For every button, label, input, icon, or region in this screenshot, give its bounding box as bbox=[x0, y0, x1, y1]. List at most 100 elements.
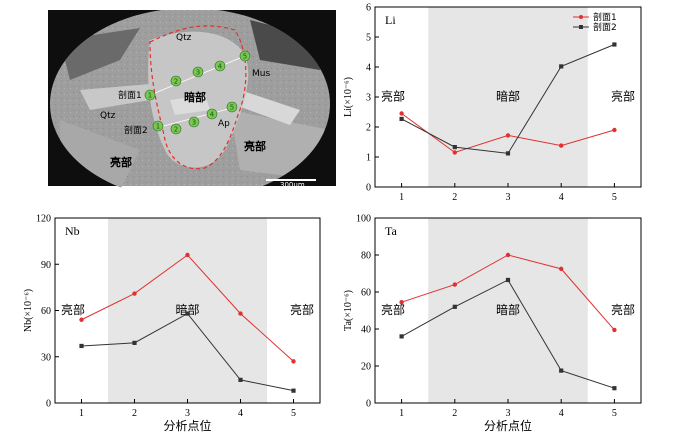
nb-series-2-point bbox=[291, 388, 296, 393]
nb-x-axis-label: 分析点位 bbox=[163, 418, 211, 432]
ta-chart: 0 20 40 60 80 100 1 2 3 4 5 Ta Ta(×10⁻⁶) 分析点位 亮部 暗部 亮部 bbox=[343, 214, 642, 432]
profile-1-point-label: 2 bbox=[174, 78, 178, 86]
nb-series-1-point bbox=[185, 252, 190, 258]
qtz-top-label: Qtz bbox=[176, 33, 192, 43]
bright-zone-right-label: 亮部 bbox=[244, 139, 266, 153]
ta-zone-label: 亮部 bbox=[611, 302, 635, 317]
li-series-1-point bbox=[505, 133, 511, 138]
nb-zone-label: 亮部 bbox=[290, 302, 314, 317]
ta-y-tick-label: 40 bbox=[361, 325, 371, 336]
profile-1-point-label: 5 bbox=[243, 53, 247, 61]
ta-series-1-point bbox=[452, 282, 457, 287]
nb-series-1-point bbox=[291, 359, 296, 364]
ta-x-tick-label: 5 bbox=[612, 408, 617, 419]
ta-x-tick-label: 2 bbox=[452, 408, 457, 419]
nb-x-tick-label: 2 bbox=[132, 408, 137, 419]
li-series-2-point bbox=[612, 42, 617, 47]
bright-zone-left-label: 亮部 bbox=[110, 155, 132, 169]
legend-label: 剖面1 bbox=[593, 11, 617, 23]
profile-2-point-label: 3 bbox=[192, 119, 196, 127]
profile-1-points: 1 2 3 4 5 bbox=[144, 50, 251, 101]
nb-y-axis-label: Nb(×10⁻⁶) bbox=[23, 289, 34, 332]
ta-series-1-point bbox=[399, 299, 404, 305]
li-panel-title: Li bbox=[385, 13, 396, 27]
nb-series-1-point bbox=[132, 291, 137, 296]
profile-1-point-label: 3 bbox=[196, 69, 200, 77]
li-x-tick-label: 3 bbox=[506, 192, 511, 203]
profile-2-point-3 bbox=[188, 116, 200, 128]
profile-2-point-1 bbox=[152, 120, 164, 132]
nb-y-tick-label: 120 bbox=[36, 214, 51, 225]
ta-y-tick-label: 0 bbox=[366, 399, 371, 410]
ap-label: Ap bbox=[218, 119, 230, 129]
nb-x-tick-label: 1 bbox=[79, 408, 84, 419]
profile-1-label: 剖面1 bbox=[118, 89, 142, 101]
profile-2-point-5 bbox=[226, 101, 238, 113]
nb-series-2-point bbox=[79, 343, 84, 349]
li-y-tick-label: 0 bbox=[366, 183, 371, 194]
nb-series-1-point bbox=[238, 311, 243, 316]
nb-y-tick-label: 30 bbox=[41, 352, 51, 363]
li-series-2-point bbox=[559, 64, 564, 69]
profile-2-point-label: 4 bbox=[210, 111, 215, 119]
nb-panel-title: Nb bbox=[65, 224, 80, 238]
profile-1-point-2 bbox=[170, 75, 182, 87]
legend-label: 剖面2 bbox=[593, 21, 617, 33]
li-zone-label: 亮部 bbox=[381, 89, 405, 104]
profile-2-point-label: 2 bbox=[174, 126, 178, 134]
li-y-tick-label: 3 bbox=[366, 93, 371, 104]
nb-series-2-point bbox=[185, 311, 190, 316]
ta-series-2-point bbox=[559, 368, 564, 373]
profile-1-point-5 bbox=[239, 50, 251, 62]
nb-zone-label: 暗部 bbox=[175, 302, 199, 317]
li-x-tick-label: 2 bbox=[452, 192, 457, 203]
profile-2-point-2 bbox=[170, 123, 182, 135]
ta-series-2-point bbox=[612, 386, 617, 391]
li-series-1-point bbox=[612, 127, 617, 133]
profile-1-point-3 bbox=[192, 66, 204, 78]
scale-bar bbox=[266, 179, 316, 181]
ta-y-axis-label: Ta(×10⁻⁶) bbox=[343, 290, 354, 331]
li-series-2-point bbox=[452, 145, 457, 150]
nb-x-tick-label: 4 bbox=[238, 408, 243, 419]
ta-zone-label: 暗部 bbox=[496, 302, 520, 317]
li-series-2-point bbox=[505, 151, 511, 156]
legend-marker bbox=[579, 15, 583, 19]
ta-series-1-point bbox=[612, 327, 617, 333]
li-x-tick-label: 1 bbox=[399, 192, 404, 203]
li-series-1-point bbox=[559, 143, 564, 148]
nb-shaded-region bbox=[108, 218, 267, 403]
li-x-tick-label: 4 bbox=[559, 192, 564, 203]
nb-series-2-point bbox=[132, 340, 137, 345]
profile-2-point-label: 5 bbox=[230, 104, 234, 112]
nb-chart: 0 30 60 90 120 1 2 3 4 5 Nb Nb(×10⁻⁶) 分析点位 亮部 暗部 亮部 bbox=[23, 214, 321, 432]
profile-1-point-1 bbox=[144, 89, 156, 101]
li-y-tick-label: 4 bbox=[366, 63, 371, 74]
li-y-axis-label: Li(×10⁻⁶) bbox=[343, 77, 354, 117]
li-zone-label: 暗部 bbox=[496, 89, 520, 104]
nb-y-tick-label: 0 bbox=[46, 399, 51, 410]
li-y-tick-label: 6 bbox=[366, 3, 371, 14]
profile-2-points: 1 2 3 4 5 bbox=[152, 101, 238, 135]
profile-2-point-label: 1 bbox=[156, 123, 160, 131]
li-series-1-point bbox=[399, 111, 404, 116]
ta-x-tick-label: 3 bbox=[506, 408, 511, 419]
ta-series-1-point bbox=[505, 252, 511, 258]
ta-y-tick-label: 80 bbox=[361, 251, 371, 262]
ta-x-tick-label: 1 bbox=[399, 408, 404, 419]
li-zone-label: 亮部 bbox=[611, 89, 635, 104]
li-y-tick-label: 2 bbox=[366, 123, 371, 134]
legend-marker bbox=[579, 25, 583, 29]
nb-series-2-point bbox=[238, 377, 243, 382]
nb-series-1-point bbox=[79, 317, 84, 322]
li-y-tick-label: 5 bbox=[366, 33, 371, 44]
nb-zone-label: 亮部 bbox=[61, 302, 85, 317]
ta-series-2-point bbox=[505, 277, 511, 283]
micrograph-panel: 1 2 3 4 5 1 2 3 4 5 Qtz Mus Qtz Ap 剖面1 剖面2 暗部 亮部… bbox=[48, 10, 336, 190]
li-y-tick-label: 1 bbox=[366, 153, 371, 164]
nb-y-tick-label: 90 bbox=[41, 260, 51, 271]
ta-series-2-point bbox=[452, 304, 457, 309]
nb-y-tick-label: 60 bbox=[41, 306, 51, 317]
li-series-2-point bbox=[399, 116, 404, 121]
